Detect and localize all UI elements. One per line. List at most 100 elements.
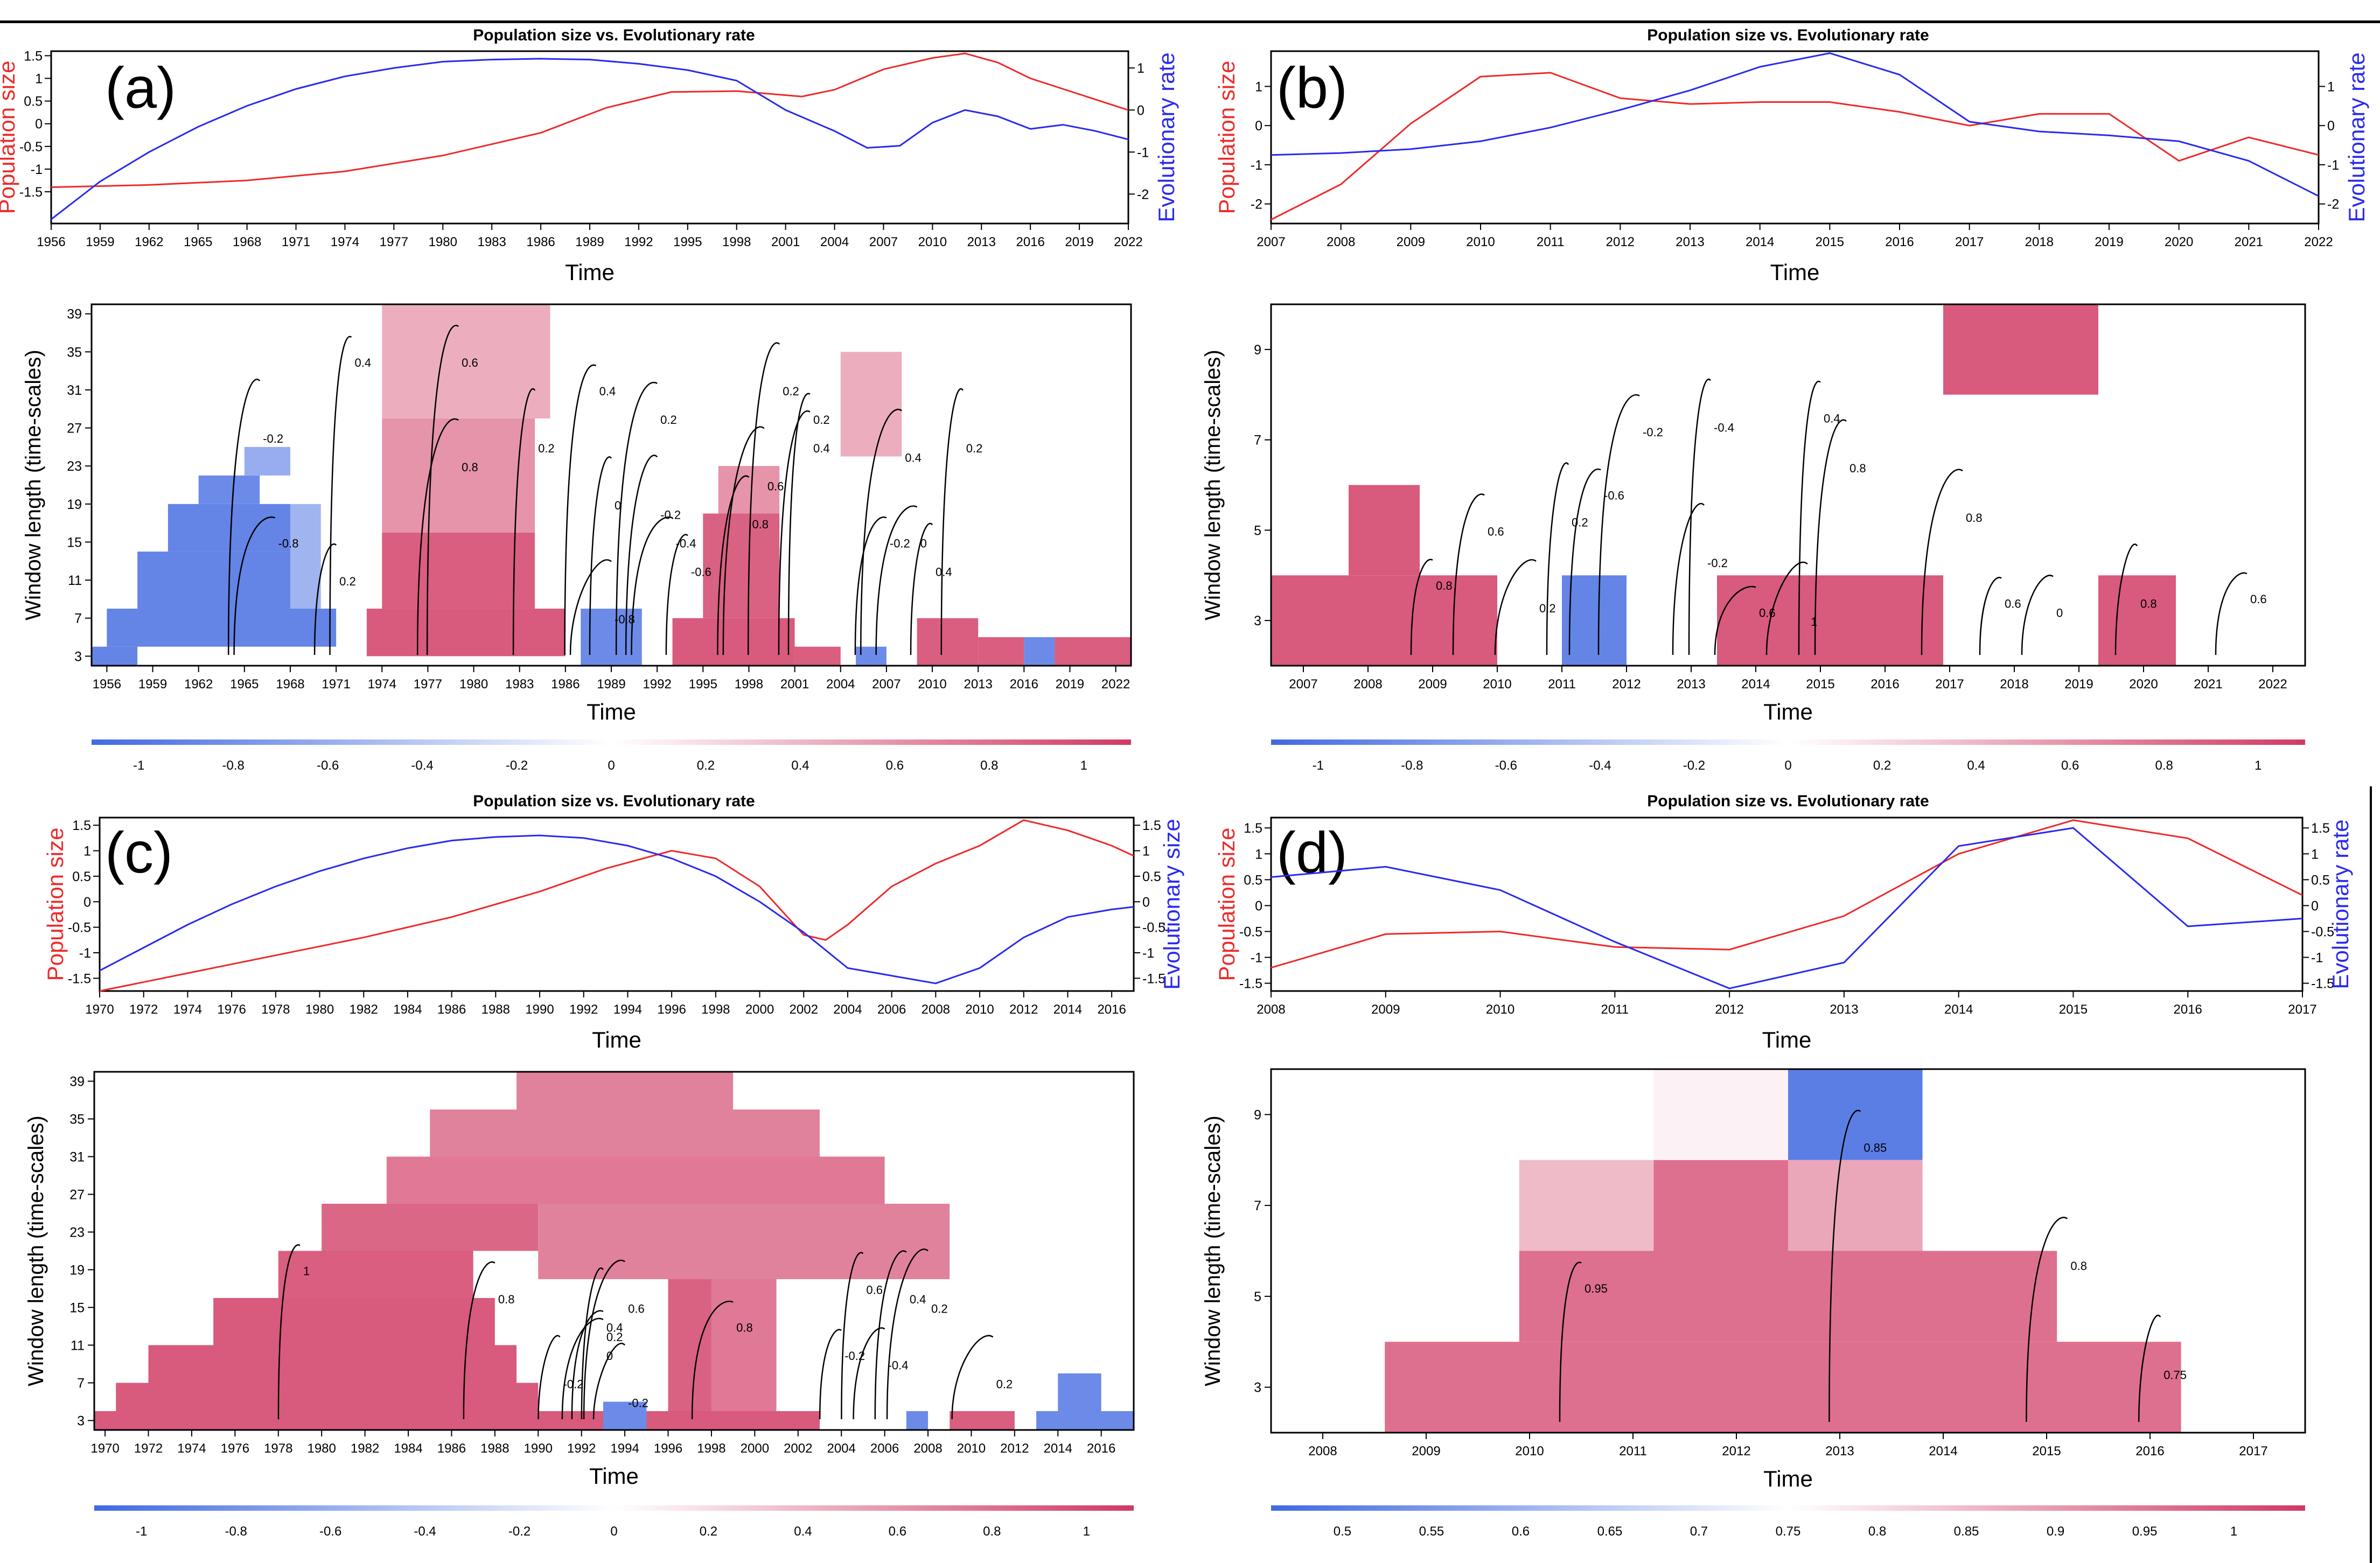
contour-line	[1814, 419, 1847, 655]
left-tick-label: 1.5	[72, 818, 91, 833]
x-tick-label: 2014	[1053, 1002, 1082, 1017]
heat-x-tick-label: 1972	[134, 1441, 163, 1456]
left-tick-label: 0.5	[24, 94, 43, 109]
heatmap-cell	[1653, 1160, 1788, 1251]
contour-label: 0.8	[462, 460, 478, 474]
contour-label: -0.6	[1604, 489, 1624, 502]
heat-x-tick-label: 2018	[2000, 677, 2028, 692]
heat-x-tick-label: 1965	[230, 677, 259, 692]
colorbar-tick-label: 0.2	[697, 758, 715, 773]
x-tick-label: 2012	[1606, 235, 1635, 249]
heat-y-tick-label: 5	[1254, 523, 1261, 538]
evolutionary-rate-line	[1271, 52, 2319, 197]
x-tick-label: 2016	[1097, 1002, 1126, 1017]
y-axis-label-left: Population size	[0, 61, 19, 214]
left-tick-label: -0.5	[19, 139, 43, 155]
heatmap-cell	[603, 1401, 647, 1430]
heatmap-cell	[213, 1298, 495, 1345]
heat-y-tick-label: 31	[67, 383, 82, 398]
colorbar-tick-label: 0.75	[1776, 1524, 1801, 1539]
heatmap-cell	[382, 418, 535, 533]
x-tick-label: 2012	[1009, 1002, 1038, 1017]
left-tick-label: -1	[1251, 158, 1262, 173]
panel-a: Population size vs. Evolutionary rate (a)…	[0, 26, 1179, 773]
heat-x-axis-label: Time	[589, 1463, 639, 1489]
heatmap-cell	[198, 475, 260, 504]
x-tick-label: 2004	[820, 235, 849, 249]
heat-x-tick-label: 2021	[2194, 677, 2222, 692]
left-tick-label: 0.5	[1244, 873, 1262, 888]
contour-label: 0.8	[498, 1293, 515, 1306]
heat-x-tick-label: 2006	[870, 1441, 899, 1456]
heat-y-tick-label: 9	[1254, 343, 1261, 358]
colorbar-tick-label: 1	[2255, 758, 2262, 773]
contour-label: -0.2	[890, 536, 910, 550]
x-tick-label: 2001	[771, 235, 800, 249]
colorbar-tick-label: 0.8	[2155, 758, 2173, 773]
x-tick-label: 2008	[922, 1002, 950, 1017]
contour-line	[569, 559, 612, 655]
x-tick-label: 2014	[1746, 235, 1774, 249]
heat-y-tick-label: 27	[69, 1188, 85, 1203]
contour-label: 0.75	[2163, 1368, 2187, 1381]
contour-label: -0.2	[628, 1397, 648, 1410]
heat-x-tick-label: 1962	[184, 677, 213, 692]
left-tick-label: -2	[1251, 197, 1262, 212]
x-tick-label: 2012	[1715, 1002, 1743, 1017]
contour-label: -0.4	[1714, 421, 1734, 434]
heat-x-tick-label: 2012	[1000, 1441, 1029, 1456]
colorbar	[92, 739, 1131, 745]
left-tick-label: 0	[83, 895, 91, 910]
heatmap-cell	[1562, 575, 1627, 666]
heat-x-tick-label: 2013	[1677, 677, 1705, 692]
contour-line	[1410, 559, 1433, 655]
contour-line	[886, 1248, 929, 1420]
colorbar-tick-label: 0.65	[1597, 1524, 1623, 1539]
heatmap-cell	[1024, 637, 1055, 666]
heat-y-tick-label: 19	[69, 1263, 85, 1278]
contour-line	[227, 379, 261, 655]
contour-line	[538, 1335, 561, 1420]
panel-c: Population size vs. Evolutionary rate (c)…	[24, 792, 1184, 1539]
evolutionary-rate-line	[51, 58, 1129, 220]
x-tick-label: 2008	[1327, 235, 1355, 249]
heat-y-axis-label: Window length (time-scales)	[1201, 350, 1225, 620]
heat-x-tick-label: 2016	[2135, 1444, 2164, 1459]
x-tick-label: 2016	[1885, 235, 1914, 249]
heatmap-cell	[1271, 575, 1497, 666]
contour-label: -0.2	[263, 432, 283, 445]
contour-label: 0.6	[2250, 592, 2267, 606]
heat-x-tick-label: 1980	[459, 677, 488, 692]
contour-line	[1597, 394, 1640, 655]
heat-y-tick-label: 35	[69, 1112, 85, 1127]
panel-d: Population size vs. Evolutionary rate(d)…	[1201, 792, 2353, 1539]
x-tick-label: 1956	[37, 235, 65, 249]
heat-x-tick-label: 1977	[414, 677, 442, 692]
contour-label: 0.6	[1759, 606, 1776, 619]
x-tick-label: 1998	[701, 1002, 730, 1017]
contour-label: 0	[615, 499, 621, 512]
left-tick-label: 1	[1255, 847, 1262, 862]
x-tick-label: 1968	[233, 235, 261, 249]
heat-x-tick-label: 2016	[1010, 677, 1038, 692]
contour-line	[841, 1252, 864, 1420]
x-tick-label: 1988	[481, 1002, 510, 1017]
heatmap-cell	[668, 1279, 711, 1411]
colorbar-tick-label: -0.8	[1401, 758, 1423, 773]
chart-title: Population size vs. Evolutionary rate	[473, 792, 755, 810]
colorbar-tick-label: -0.6	[319, 1524, 341, 1539]
heatmap-cell	[137, 552, 306, 609]
heat-x-tick-label: 2019	[1056, 677, 1084, 692]
contour-line	[819, 1329, 842, 1420]
x-tick-label: 1962	[135, 235, 163, 249]
x-tick-label: 2010	[918, 235, 947, 249]
left-tick-label: -0.5	[68, 920, 91, 936]
contour-line	[1672, 503, 1705, 655]
heatmap-cell	[278, 1251, 473, 1298]
heatmap-cell	[148, 1345, 517, 1383]
contour-line	[1568, 468, 1601, 655]
heat-x-tick-label: 1974	[177, 1441, 206, 1456]
colorbar-tick-label: 1	[1080, 758, 1087, 773]
heat-x-tick-label: 2013	[1825, 1444, 1854, 1459]
